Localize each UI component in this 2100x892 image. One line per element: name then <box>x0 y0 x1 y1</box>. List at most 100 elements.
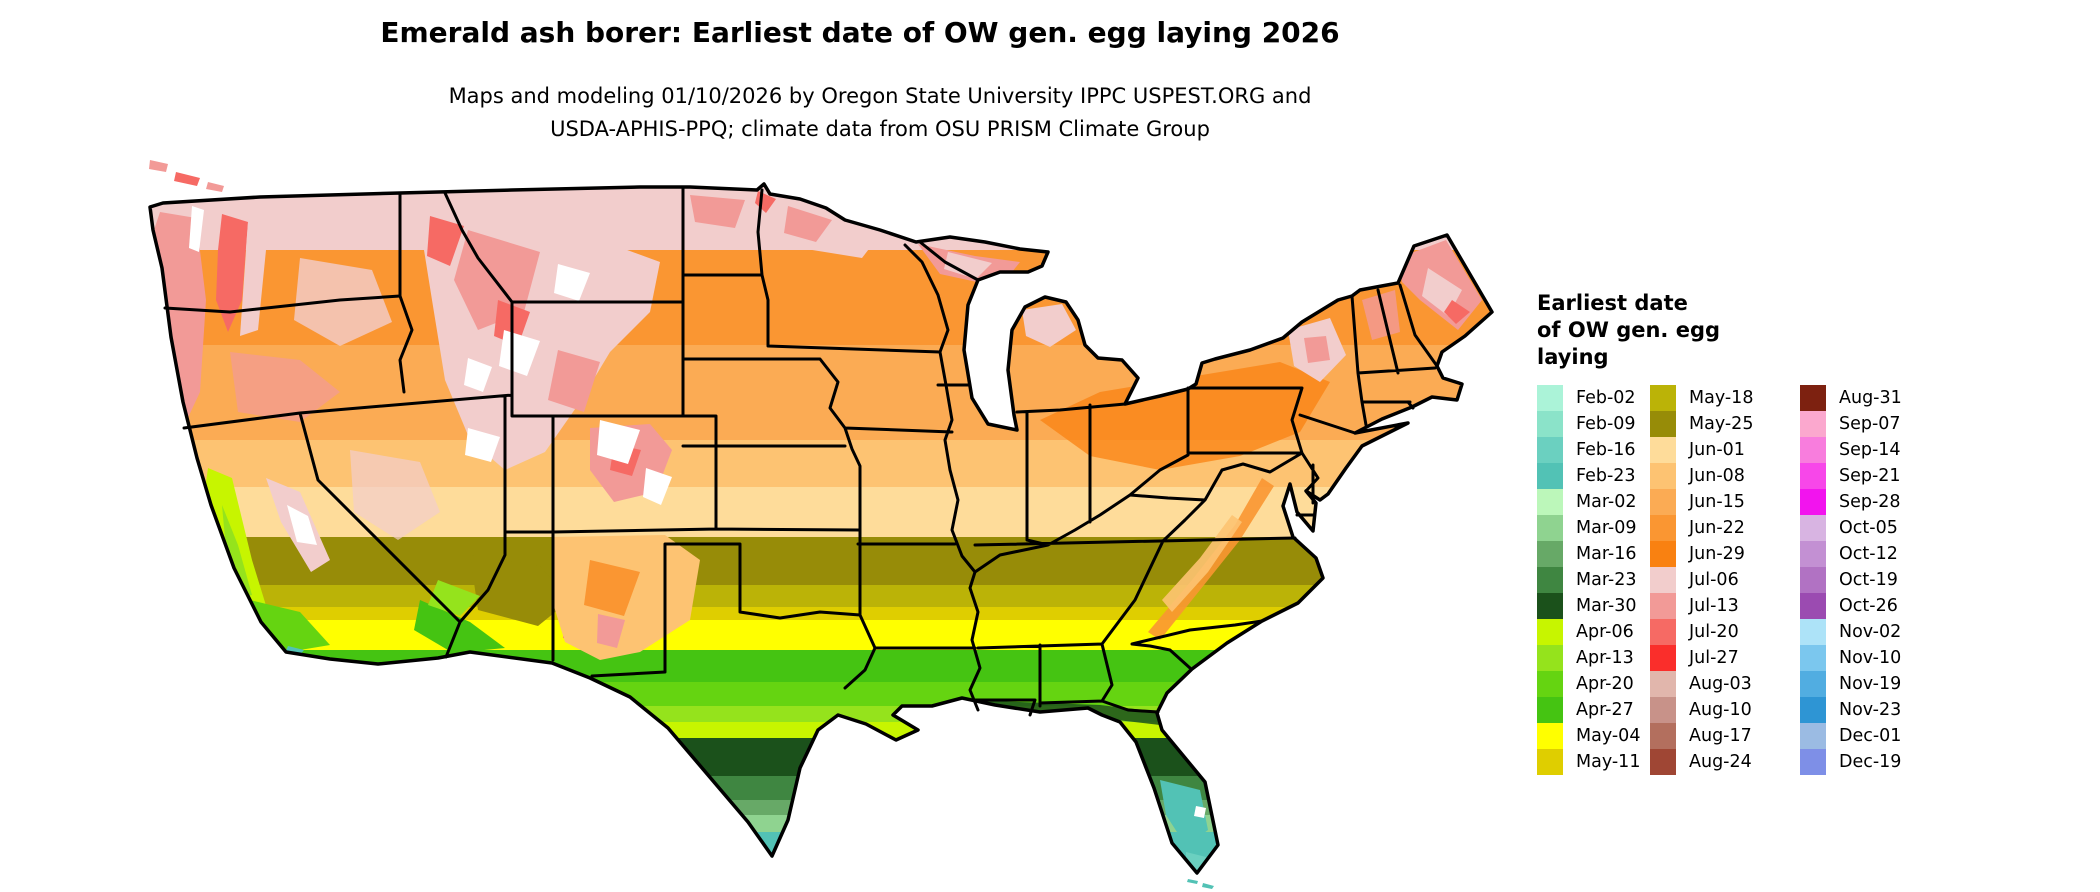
legend-label: Dec-19 <box>1839 752 1902 772</box>
legend-label: Nov-19 <box>1839 674 1902 694</box>
legend-item: Nov-02 <box>1800 619 1940 645</box>
california-valley-core <box>222 505 252 598</box>
legend-swatch <box>1650 411 1676 437</box>
legend-swatch <box>1650 567 1676 593</box>
map-date-band <box>150 800 1492 815</box>
map-date-band <box>150 776 1492 800</box>
legend-item: Oct-19 <box>1800 567 1940 593</box>
legend-swatch <box>1800 567 1826 593</box>
legend-swatch <box>1800 437 1826 463</box>
legend-item: Jul-20 <box>1650 619 1800 645</box>
map-date-band <box>150 682 1492 706</box>
legend-label: Nov-02 <box>1839 622 1902 642</box>
legend-label: May-25 <box>1689 414 1754 434</box>
nd-salmon-patch <box>690 195 745 228</box>
legend-swatch <box>1650 619 1676 645</box>
legend-label: Nov-10 <box>1839 648 1902 668</box>
legend-label: Mar-16 <box>1576 544 1637 564</box>
legend-swatch <box>1537 515 1563 541</box>
colorado-nodata-2 <box>643 468 672 505</box>
legend-item: Mar-23 <box>1537 567 1650 593</box>
legend-swatch <box>1537 541 1563 567</box>
legend-label: Apr-27 <box>1576 700 1634 720</box>
legend-label: Aug-03 <box>1689 674 1752 694</box>
legend-item: Mar-09 <box>1537 515 1650 541</box>
legend-item: Jul-13 <box>1650 593 1800 619</box>
legend-label: Jun-29 <box>1689 544 1745 564</box>
legend-item: Mar-30 <box>1537 593 1650 619</box>
legend-swatch <box>1650 463 1676 489</box>
florida-keys-1 <box>1187 879 1198 884</box>
legend-swatch <box>1650 437 1676 463</box>
puget-sound-white <box>189 206 204 252</box>
legend-swatch <box>1800 619 1826 645</box>
legend-swatch <box>1800 645 1826 671</box>
pacific-coast-salmon <box>154 212 206 422</box>
legend-title-line-1: Earliest date <box>1537 291 1688 315</box>
legend-label: May-18 <box>1689 388 1754 408</box>
legend-label: Aug-17 <box>1689 726 1752 746</box>
legend-column-3: Aug-31 Sep-07 Sep-14 Sep-21 Sep-28 Oct-05 Oct-… <box>1800 385 1940 775</box>
legend-swatch <box>1650 515 1676 541</box>
legend-label: Apr-13 <box>1576 648 1634 668</box>
us-coastline <box>148 182 1494 875</box>
florida-keys-2 <box>1202 883 1214 889</box>
map-date-band <box>150 738 1492 776</box>
legend-label: Oct-19 <box>1839 570 1898 590</box>
legend-label: Dec-01 <box>1839 726 1902 746</box>
legend-label: Sep-07 <box>1839 414 1901 434</box>
legend-item: Nov-10 <box>1800 645 1940 671</box>
legend-item: Aug-17 <box>1650 723 1800 749</box>
legend-swatch <box>1800 723 1826 749</box>
legend-swatch <box>1650 671 1676 697</box>
oregon-south-salmon <box>230 352 340 422</box>
legend-item: Feb-16 <box>1537 437 1650 463</box>
map-date-band <box>150 815 1492 832</box>
legend-swatch <box>1800 489 1826 515</box>
legend: Earliest date of OW gen. egg laying Feb-… <box>1537 290 1957 775</box>
legend-label: Jun-15 <box>1689 492 1745 512</box>
legend-item: Aug-31 <box>1800 385 1940 411</box>
legend-item: Aug-03 <box>1650 671 1800 697</box>
map-fill-layer <box>150 184 1492 873</box>
legend-label: Jun-22 <box>1689 518 1745 538</box>
subtitle-line-1: Maps and modeling 01/10/2026 by Oregon S… <box>448 84 1312 108</box>
legend-item: May-18 <box>1650 385 1800 411</box>
legend-swatch <box>1650 697 1676 723</box>
legend-label: May-04 <box>1576 726 1641 746</box>
legend-item: Jun-01 <box>1650 437 1800 463</box>
map-date-band <box>150 620 1492 650</box>
legend-label: Jul-06 <box>1689 570 1739 590</box>
legend-item: May-25 <box>1650 411 1800 437</box>
map-date-band <box>150 537 1492 585</box>
legend-item: Jun-15 <box>1650 489 1800 515</box>
legend-title-line-2: of OW gen. egg <box>1537 318 1721 342</box>
legend-swatch <box>1650 723 1676 749</box>
legend-item: Apr-27 <box>1537 697 1650 723</box>
legend-label: Mar-09 <box>1576 518 1637 538</box>
legend-label: Feb-02 <box>1576 388 1636 408</box>
rockies-red-1 <box>427 216 464 266</box>
legend-swatch <box>1650 593 1676 619</box>
legend-swatch <box>1537 593 1563 619</box>
legend-item: Aug-24 <box>1650 749 1800 775</box>
legend-title-line-3: laying <box>1537 345 1609 369</box>
legend-item: Sep-28 <box>1800 489 1940 515</box>
legend-item: Apr-20 <box>1537 671 1650 697</box>
salt-flat-white <box>465 428 500 462</box>
legend-swatch <box>1800 411 1826 437</box>
legend-label: Sep-28 <box>1839 492 1901 512</box>
legend-swatch <box>1537 645 1563 671</box>
legend-item: Jul-06 <box>1650 567 1800 593</box>
mountain-nodata-2 <box>554 264 590 301</box>
legend-swatch <box>1537 749 1563 775</box>
legend-columns: Feb-02 Feb-09 Feb-16 Feb-23 Mar-02 Mar-09 Mar-… <box>1537 385 1957 775</box>
lake-okeechobee <box>1194 806 1206 818</box>
legend-label: Mar-23 <box>1576 570 1637 590</box>
legend-item: Sep-21 <box>1800 463 1940 489</box>
legend-label: Sep-14 <box>1839 440 1901 460</box>
legend-swatch <box>1800 697 1826 723</box>
legend-label: Oct-12 <box>1839 544 1898 564</box>
cascades-pink <box>240 222 268 336</box>
